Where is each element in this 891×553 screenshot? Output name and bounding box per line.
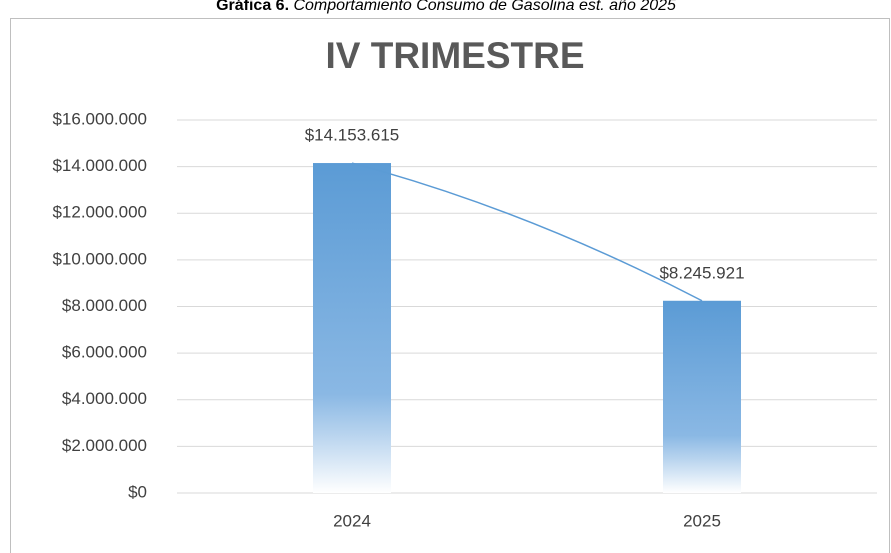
chart-border bbox=[10, 18, 890, 553]
y-tick-label: $12.000.000 bbox=[52, 203, 147, 222]
caption: Gráfica 6. Comportamiento Consumo de Gas… bbox=[216, 0, 676, 14]
y-tick-label: $6.000.000 bbox=[62, 343, 147, 362]
y-tick-label: $10.000.000 bbox=[52, 249, 147, 268]
value-label: $14.153.615 bbox=[305, 126, 400, 145]
y-tick-label: $0 bbox=[128, 482, 147, 501]
y-tick-label: $16.000.000 bbox=[52, 109, 147, 128]
caption-number: Gráfica 6. bbox=[216, 0, 289, 14]
bar bbox=[663, 300, 741, 493]
value-label: $8.245.921 bbox=[659, 263, 744, 282]
x-tick-label: 2024 bbox=[333, 511, 371, 530]
y-tick-label: $8.000.000 bbox=[62, 296, 147, 315]
chart-title: IV TRIMESTRE bbox=[325, 35, 584, 76]
y-tick-label: $4.000.000 bbox=[62, 389, 147, 408]
bar bbox=[313, 163, 391, 493]
trend-line bbox=[351, 162, 703, 302]
x-tick-label: 2025 bbox=[683, 511, 721, 530]
y-tick-label: $2.000.000 bbox=[62, 436, 147, 455]
caption-text: Comportamiento Consumo de Gasolina est. … bbox=[293, 0, 676, 14]
y-tick-label: $14.000.000 bbox=[52, 156, 147, 175]
